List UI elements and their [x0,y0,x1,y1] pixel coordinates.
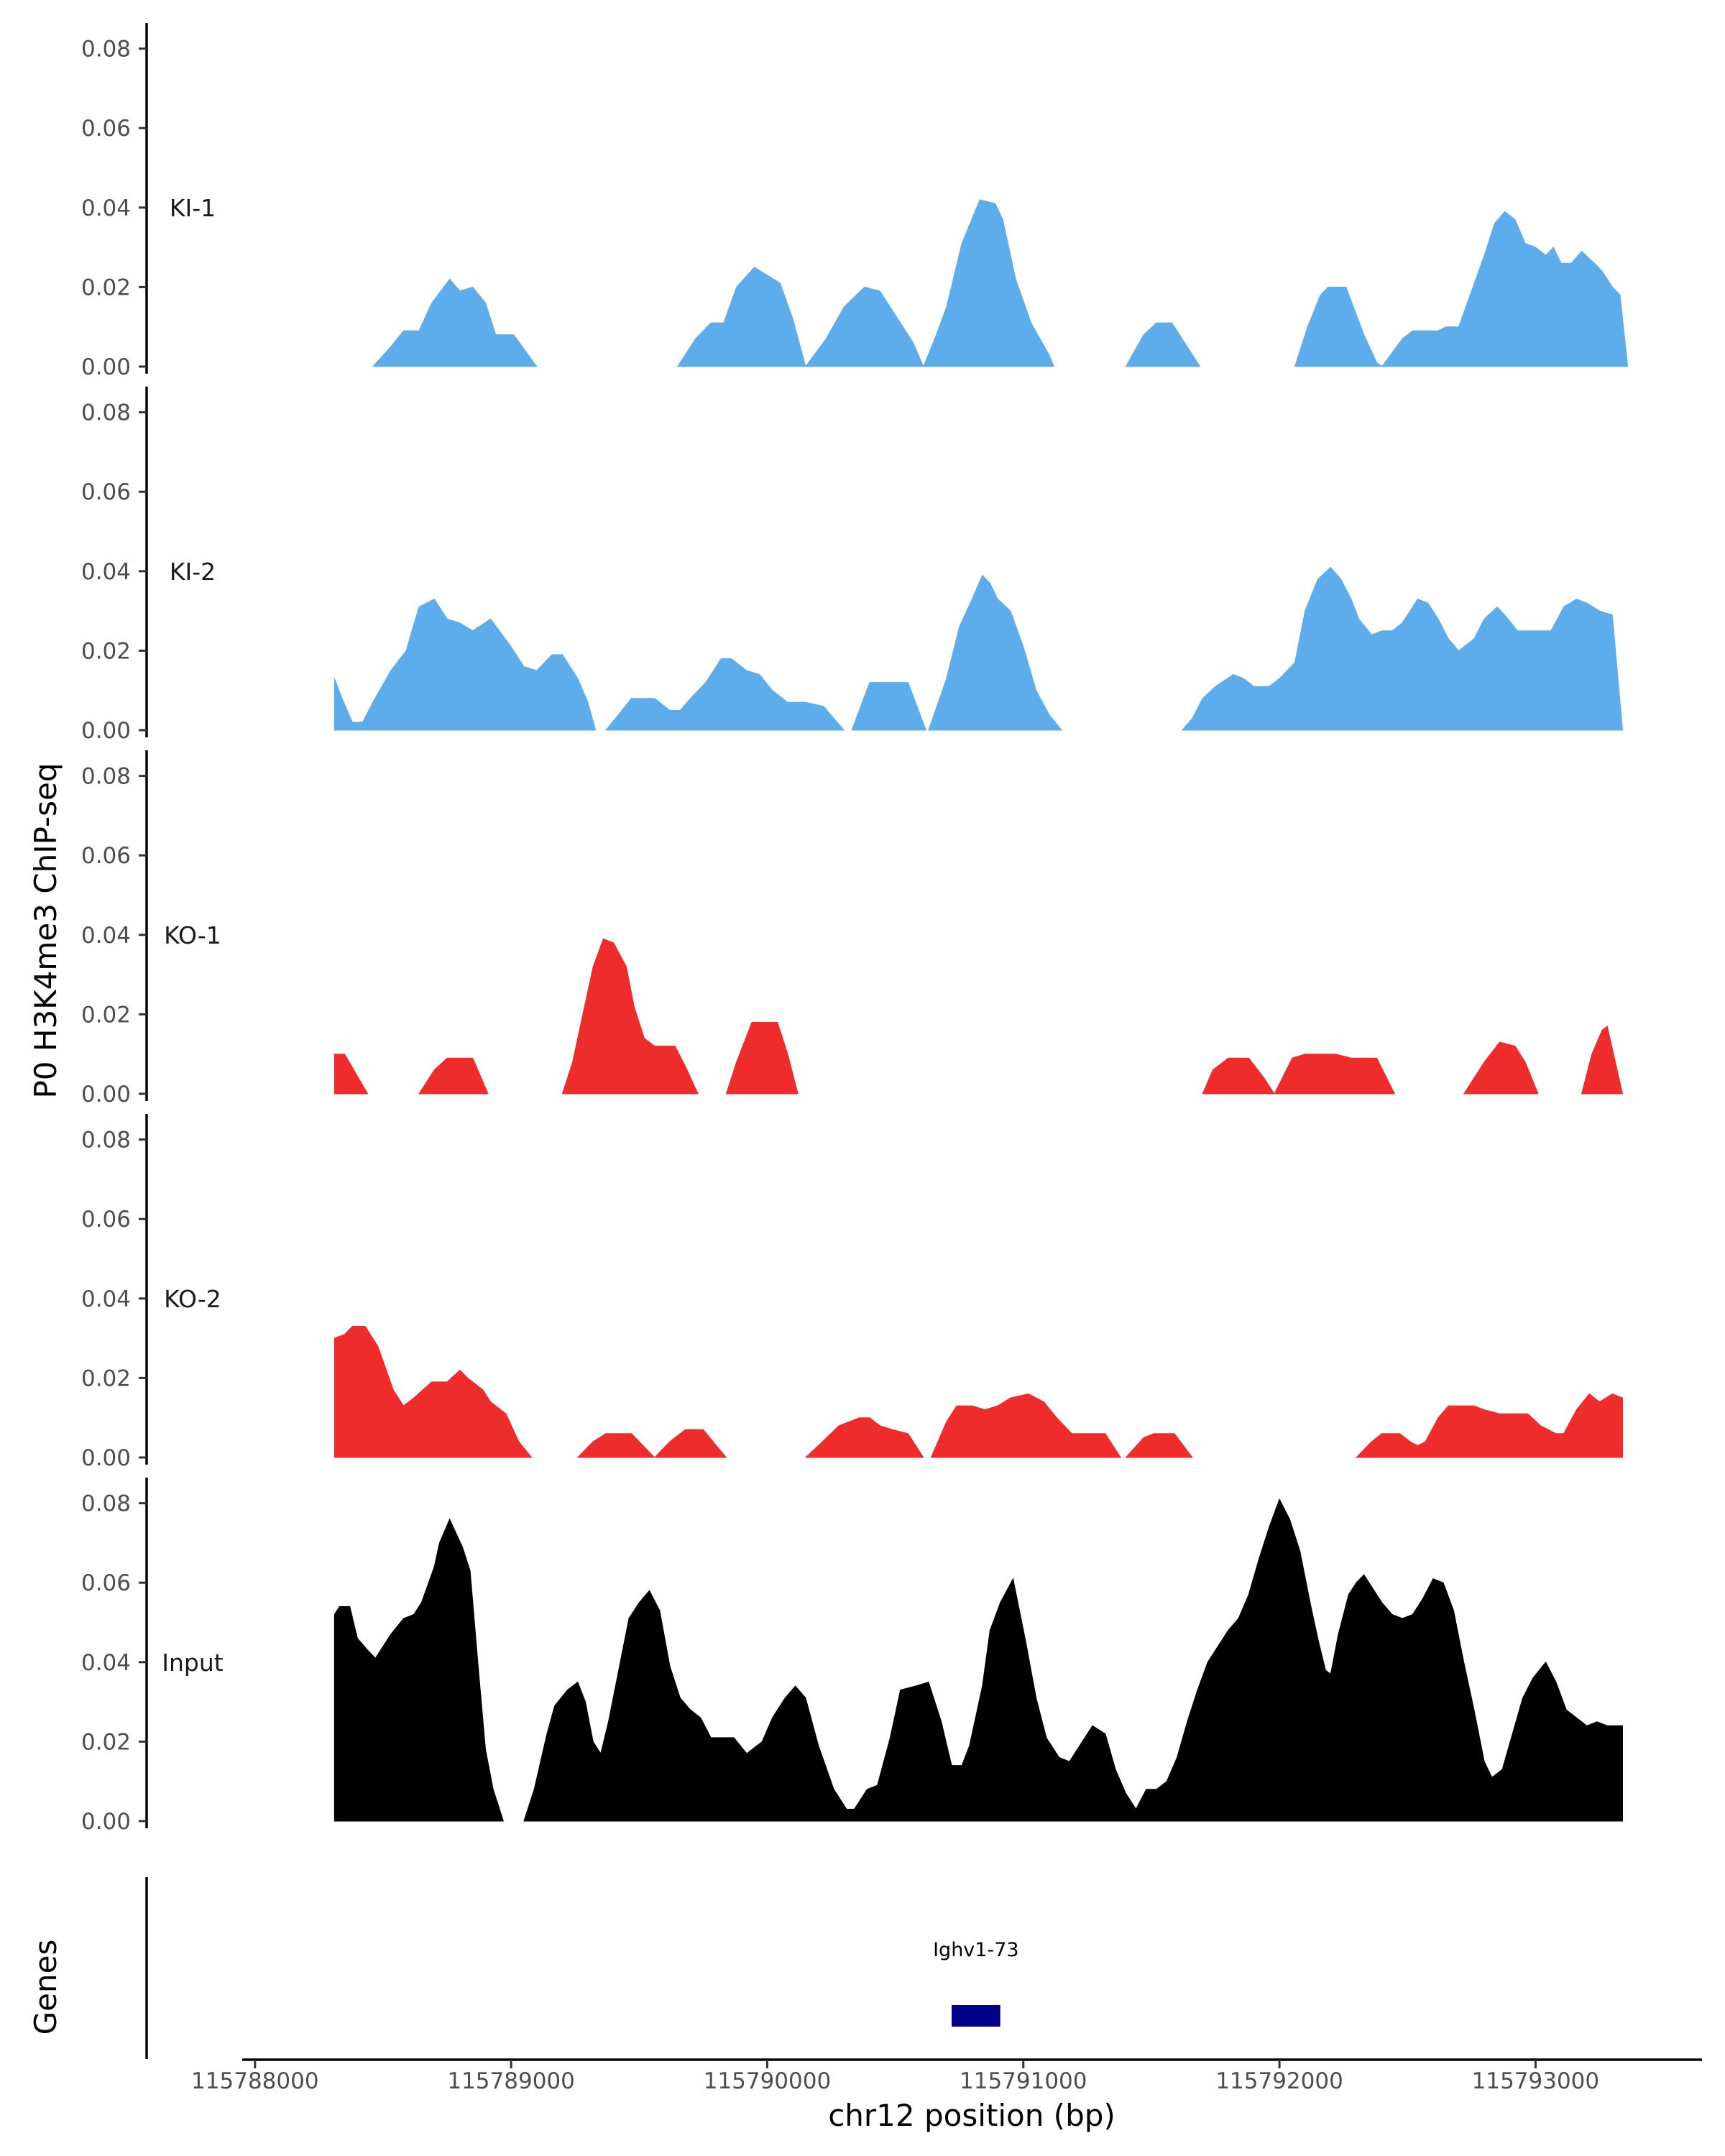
y-tick-label-ko-1: 0.00 [81,1082,131,1107]
x-tick-label: 115789000 [447,2068,575,2094]
signal-area-ko-1 [418,1057,489,1095]
y-tick-label-ki-2: 0.08 [81,400,131,426]
signal-area-ko-2 [930,1393,1122,1458]
y-tick-label-ko-1: 0.06 [81,843,131,869]
x-tick-label: 115793000 [1472,2068,1600,2094]
track-ki-1: 0.00 0.02 0.04 0.06 0.08 KI-1 [81,23,1629,380]
y-tick-label-input: 0.08 [81,1491,131,1517]
signal-area-ki-1 [923,199,1055,367]
y-tick-label-ki-2: 0.02 [81,638,131,664]
gene-label-ighv1-73: Ighv1-73 [933,1939,1018,1961]
y-tick-label-ki-1: 0.04 [81,195,131,221]
signal-tracks: 0.00 0.02 0.04 0.06 0.08 KI-1 0.00 0.02 0.04 0.06… [81,23,1629,1835]
signal-area-ko-2 [334,1326,533,1458]
signal-area-ki-1 [1381,211,1629,367]
y-tick-label-ko-2: 0.06 [81,1207,131,1233]
signal-area-ki-2 [604,658,845,731]
track-label-ki-2: KI-2 [170,558,216,586]
y-tick-label-ki-2: 0.06 [81,479,131,505]
signal-area-ki-1 [1294,286,1384,367]
y-tick-label-input: 0.06 [81,1570,131,1596]
x-tick-label: 115790000 [704,2068,832,2094]
y-tick-label-ki-1: 0.06 [81,116,131,142]
y-tick-label-ko-2: 0.02 [81,1365,131,1391]
track-label-ki-1: KI-1 [170,194,216,222]
track-ko-1: 0.00 0.02 0.04 0.06 0.08 KO-1 [81,750,1624,1107]
signal-area-input [523,1498,1623,1822]
signal-area-ki-2 [928,574,1063,731]
signal-area-ki-2 [851,682,927,731]
track-input: 0.00 0.02 0.04 0.06 0.08 Input [81,1478,1623,1835]
y-axis-title: P0 H3K4me3 ChIP-seq [28,763,63,1098]
x-tick-label: 115788000 [191,2068,319,2094]
y-tick-label-ki-1: 0.08 [81,37,131,63]
signal-area-ko-1 [334,1054,369,1095]
signal-area-ko-1 [561,938,699,1095]
signal-area-ko-2 [576,1433,656,1458]
x-tick-label: 115792000 [1215,2068,1343,2094]
signal-area-ki-1 [1125,322,1201,367]
track-label-ko-1: KO-1 [164,921,221,949]
signal-area-ko-2 [653,1429,727,1458]
track-ki-2: 0.00 0.02 0.04 0.06 0.08 KI-2 [81,387,1624,744]
y-tick-label-ki-2: 0.04 [81,559,131,585]
y-tick-label-ko-2: 0.04 [81,1286,131,1312]
signal-area-ko-2 [804,1417,924,1458]
signal-area-input [334,1518,505,1822]
y-tick-label-input: 0.02 [81,1729,131,1755]
gene-track-title: Genes [28,1940,63,2035]
y-tick-label-input: 0.00 [81,1809,131,1835]
signal-area-ko-1 [725,1022,799,1095]
signal-area-ko-1 [1463,1041,1539,1095]
gene-track: Genes Ighv1-73 [28,1877,1019,2059]
y-tick-label-ko-2: 0.00 [81,1445,131,1471]
signal-area-ko-2 [1125,1433,1193,1458]
signal-area-ki-2 [1181,566,1624,731]
x-tick-label: 115791000 [960,2068,1087,2094]
y-tick-label-input: 0.04 [81,1650,131,1676]
x-axis: chr12 position (bp) 115788000 115789000 11… [191,2058,1702,2133]
signal-area-ko-2 [1355,1393,1623,1458]
track-label-ko-2: KO-2 [164,1285,221,1313]
y-tick-label-ko-1: 0.04 [81,923,131,949]
signal-area-ki-1 [804,286,924,367]
gene-body-ighv1-73 [951,2005,1000,2027]
y-tick-label-ko-1: 0.02 [81,1002,131,1028]
track-label-input: Input [162,1649,224,1677]
y-tick-label-ki-1: 0.00 [81,354,131,380]
y-tick-label-ki-1: 0.02 [81,275,131,300]
signal-area-ki-1 [676,267,806,367]
y-tick-label-ki-2: 0.00 [81,718,131,744]
signal-area-ko-1 [1581,1026,1624,1095]
y-tick-label-ko-2: 0.08 [81,1128,131,1153]
signal-area-ko-1 [1274,1054,1396,1095]
track-ko-2: 0.00 0.02 0.04 0.06 0.08 KO-2 [81,1114,1623,1471]
signal-area-ki-1 [372,278,538,367]
x-axis-title: chr12 position (bp) [828,2098,1116,2133]
signal-area-ki-2 [334,598,597,731]
y-tick-label-ko-1: 0.08 [81,764,131,790]
